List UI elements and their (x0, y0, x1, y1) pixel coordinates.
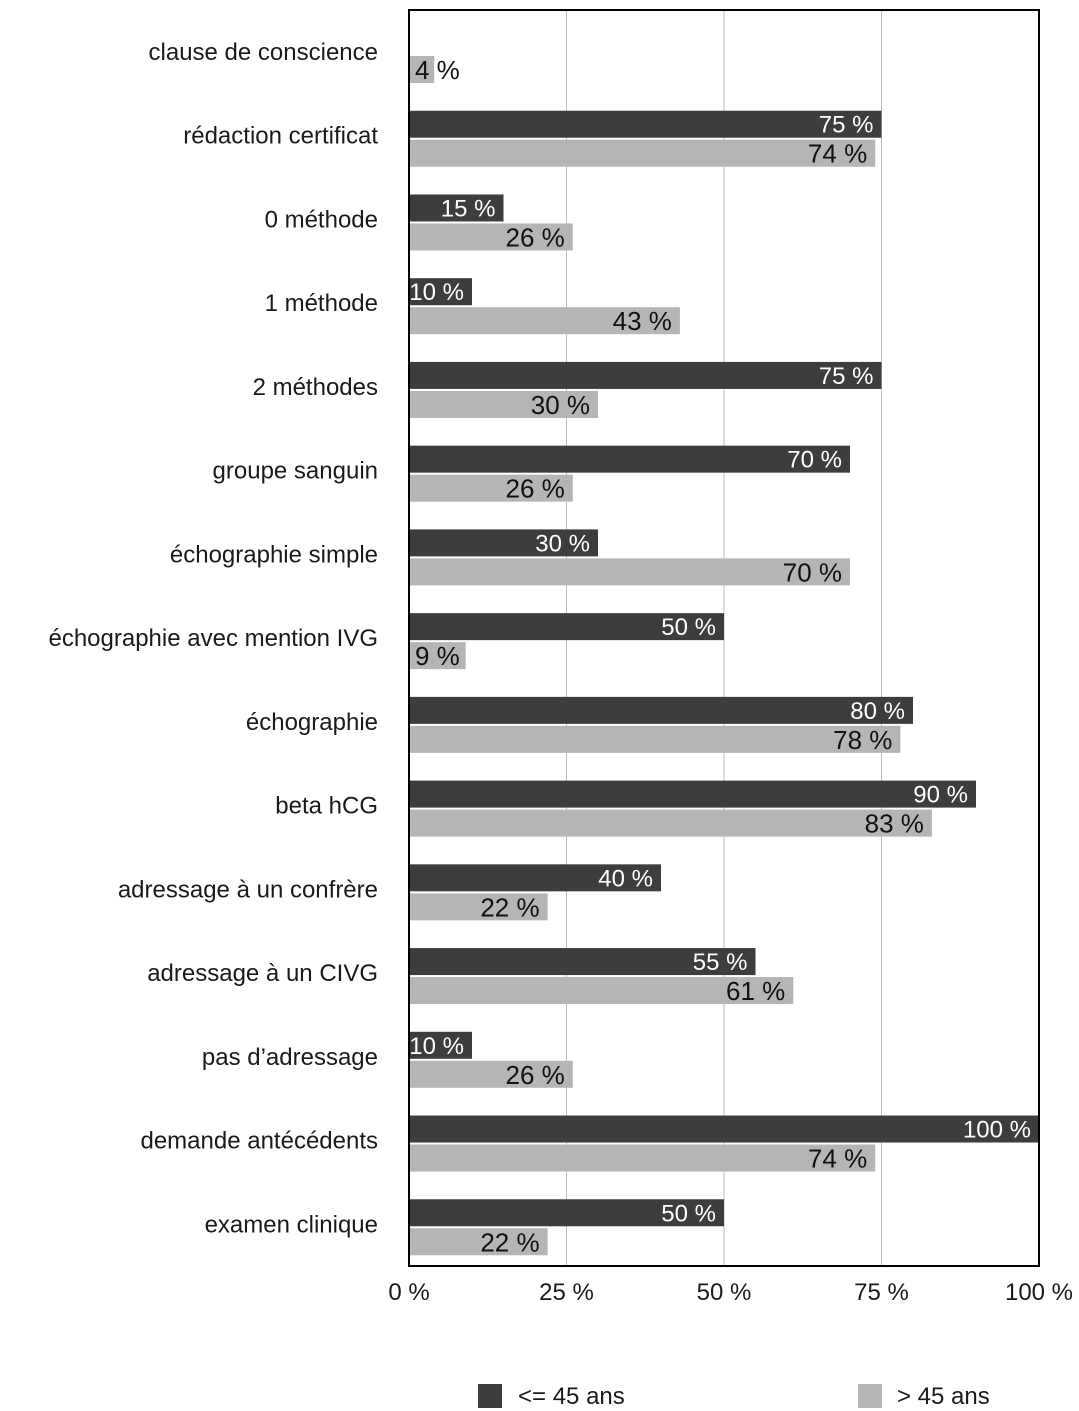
bar-gt45 (410, 1228, 548, 1256)
x-tick-label: 50 % (697, 1279, 752, 1306)
data-label-gt45: 61 % (726, 976, 785, 1006)
bar-le45 (409, 780, 976, 808)
category-labels: clause de conscience rédaction certificat… (48, 39, 378, 1238)
data-label-le45: 55 % (693, 949, 748, 976)
data-label-gt45: 30 % (531, 390, 590, 420)
bar-le45 (409, 1115, 1039, 1143)
data-label-le45: 15 % (441, 195, 496, 222)
data-label-gt45: 74 % (808, 1144, 867, 1174)
data-label-gt45: 26 % (506, 1060, 565, 1090)
category-label: échographie avec mention IVG (48, 625, 378, 652)
data-label-gt45: 78 % (833, 725, 892, 755)
data-label-gt45: 22 % (480, 892, 539, 922)
data-label-gt45: 70 % (783, 557, 842, 587)
category-label: clause de conscience (149, 39, 378, 66)
data-label-gt45: 22 % (480, 1227, 539, 1257)
category-label: échographie simple (170, 541, 378, 568)
data-label-le45: 90 % (913, 782, 968, 809)
data-label-gt45: 26 % (506, 222, 565, 252)
bar-le45 (409, 445, 850, 473)
x-tick-label: 25 % (539, 1279, 594, 1306)
category-label: échographie (246, 709, 378, 736)
x-tick-labels: 0 % 25 % 50 % 75 % 100 % (388, 1279, 1073, 1306)
bar-gt45 (410, 1060, 573, 1088)
bar-le45 (409, 110, 882, 138)
bar-gt45 (410, 1144, 876, 1172)
bar-gt45 (410, 223, 573, 251)
bar-gt45 (410, 390, 598, 418)
x-tick-label: 75 % (854, 1279, 909, 1306)
category-label: adressage à un CIVG (147, 960, 378, 987)
category-label: 2 méthodes (253, 374, 378, 401)
data-label-le45: 40 % (598, 865, 653, 892)
bar-le45 (409, 613, 724, 641)
bar-gt45 (410, 725, 901, 753)
category-label: groupe sanguin (213, 458, 378, 485)
data-label-le45: 30 % (535, 530, 590, 557)
bar-gt45 (410, 56, 435, 83)
data-label-le45: 50 % (661, 614, 716, 641)
category-label: rédaction certificat (183, 123, 378, 150)
bar-le45 (409, 1031, 472, 1059)
data-label-le45: 70 % (787, 447, 842, 474)
category-label: 1 méthode (265, 290, 378, 317)
bar-gt45 (410, 809, 932, 837)
bar-le45 (409, 194, 504, 222)
plot-frame (408, 9, 1040, 1267)
bar-gt45 (410, 642, 466, 670)
bar-le45 (409, 696, 913, 724)
bar-gt45 (410, 307, 680, 335)
bar-gt45 (410, 139, 876, 167)
category-label: beta hCG (275, 793, 378, 820)
data-label-gt45: 43 % (613, 306, 672, 336)
category-label: adressage à un confrère (118, 876, 378, 903)
bar-le45 (409, 361, 882, 389)
bar-le45 (409, 278, 472, 306)
bar-gt45 (410, 558, 850, 586)
data-label-le45: 10 % (409, 1033, 464, 1060)
legend-swatch-le45 (478, 1384, 502, 1408)
x-tick-label: 100 % (1005, 1279, 1073, 1306)
bar-le45 (409, 529, 598, 557)
category-label: demande antécédents (140, 1128, 378, 1155)
data-label-gt45: 26 % (506, 474, 565, 504)
category-label: pas d’adressage (202, 1044, 378, 1071)
data-label-le45: 75 % (819, 363, 874, 390)
data-label-le45: 10 % (409, 279, 464, 306)
legend: <= 45 ans > 45 ans (478, 1383, 990, 1410)
legend-swatch-gt45 (858, 1384, 882, 1408)
bar-le45 (409, 948, 756, 976)
data-label-le45: 100 % (963, 1117, 1031, 1144)
data-label-gt45: 9 % (415, 641, 460, 671)
data-label-le45: 50 % (661, 1200, 716, 1227)
category-label: 0 méthode (265, 206, 378, 233)
bars: 4 %75 %74 %15 %26 %10 %43 %75 %30 %70 %2… (409, 55, 1039, 1257)
data-label-gt45: 4 % (415, 55, 460, 85)
x-tick-label: 0 % (388, 1279, 429, 1306)
bar-gt45 (410, 977, 794, 1005)
bar-le45 (409, 1199, 724, 1227)
bar-gt45 (410, 893, 548, 921)
category-label: examen clinique (205, 1211, 378, 1238)
legend-label-le45: <= 45 ans (518, 1383, 625, 1410)
legend-label-gt45: > 45 ans (897, 1383, 990, 1410)
bar-le45 (409, 864, 661, 892)
bar-gt45 (410, 474, 573, 502)
data-label-gt45: 83 % (865, 809, 924, 839)
data-label-le45: 75 % (819, 112, 874, 139)
data-label-le45: 80 % (850, 698, 905, 725)
data-label-gt45: 74 % (808, 139, 867, 169)
